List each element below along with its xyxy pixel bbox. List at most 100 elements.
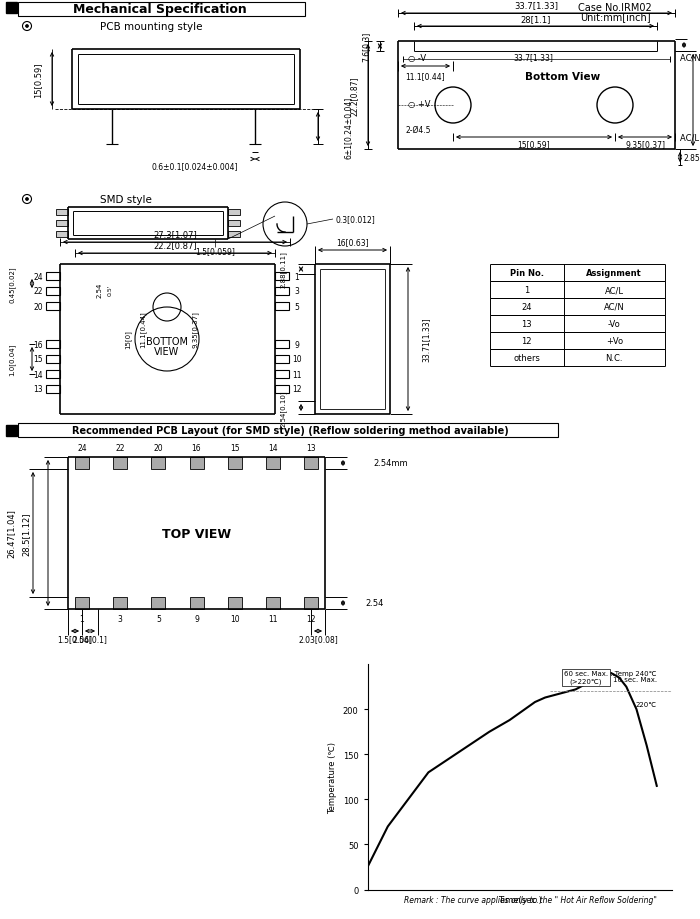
Text: 220℃: 220℃ [636, 701, 657, 707]
Circle shape [25, 26, 29, 28]
Text: 1.5[0.06]: 1.5[0.06] [57, 635, 92, 644]
Text: Remark : The curve applies only to the " Hot Air Reflow Soldering": Remark : The curve applies only to the "… [404, 895, 657, 904]
Bar [228, 232, 240, 238]
Text: 12: 12 [293, 385, 302, 394]
Text: AC/N ○: AC/N ○ [680, 53, 700, 62]
Bar [275, 386, 289, 393]
Text: Pin No.: Pin No. [510, 268, 544, 278]
Text: 16[0.63]: 16[0.63] [336, 238, 369, 247]
Text: 33.7[1.33]: 33.7[1.33] [513, 53, 553, 62]
Text: Mechanical Specification: Mechanical Specification [73, 3, 247, 16]
Text: 10 sec. Max.: 10 sec. Max. [612, 676, 657, 682]
Bar [275, 288, 289, 296]
Bar [18, 424, 558, 437]
Text: 12: 12 [307, 614, 316, 623]
Text: 15[0]: 15[0] [125, 330, 132, 349]
Text: TOP VIEW: TOP VIEW [162, 527, 231, 539]
Bar [228, 221, 240, 227]
Text: 0.5': 0.5' [108, 284, 113, 296]
Text: 11.1[0.44]: 11.1[0.44] [406, 73, 445, 82]
Text: -Vo: -Vo [608, 320, 621, 329]
Bar [113, 597, 127, 609]
Text: 9.35[0.37]: 9.35[0.37] [192, 312, 198, 348]
Text: +Vo: +Vo [606, 336, 623, 346]
Text: 26.47[1.04]: 26.47[1.04] [6, 509, 15, 558]
Text: 6±1[0.24±0.04]: 6±1[0.24±0.04] [344, 96, 353, 158]
Text: 3: 3 [295, 287, 300, 296]
Text: 2.54[0.10]: 2.54[0.10] [279, 390, 286, 426]
Text: 2.85[0.11]: 2.85[0.11] [683, 153, 700, 163]
Text: 1.0[0.04]: 1.0[0.04] [8, 344, 15, 376]
Text: 15[0.59]: 15[0.59] [34, 62, 43, 97]
Bar [18, 3, 305, 17]
Text: 10: 10 [292, 355, 302, 364]
Text: Case No.IRM02: Case No.IRM02 [578, 3, 652, 13]
Bar [151, 597, 165, 609]
Bar [46, 341, 60, 348]
Text: Recommended PCB Layout (for SMD style) (Reflow soldering method available): Recommended PCB Layout (for SMD style) (… [71, 425, 508, 436]
Text: 0.45[0.02]: 0.45[0.02] [8, 266, 15, 302]
Text: 33.71[1.33]: 33.71[1.33] [421, 317, 430, 362]
Text: 1: 1 [295, 272, 300, 281]
Text: VIEW: VIEW [155, 346, 180, 357]
Text: 7.6[0.3]: 7.6[0.3] [361, 32, 370, 62]
Text: AC/L: AC/L [605, 286, 624, 295]
Bar [228, 458, 241, 470]
X-axis label: Time(sec.): Time(sec.) [498, 895, 542, 904]
Text: 9: 9 [194, 614, 199, 623]
Bar [275, 341, 289, 348]
Circle shape [25, 199, 29, 201]
Text: 16: 16 [192, 444, 202, 453]
Text: 24: 24 [522, 302, 532, 312]
Bar [228, 210, 240, 216]
Text: PCB mounting style: PCB mounting style [100, 22, 202, 32]
Bar [190, 597, 204, 609]
Bar [56, 210, 68, 216]
Bar [190, 458, 204, 470]
Text: 0.3[0.012]: 0.3[0.012] [335, 215, 375, 224]
Text: 2.54: 2.54 [97, 282, 103, 298]
Text: 2-Ø4.5: 2-Ø4.5 [406, 125, 431, 134]
Bar [275, 356, 289, 364]
Text: 13: 13 [522, 320, 532, 329]
Bar [46, 273, 60, 280]
Bar [75, 597, 89, 609]
Bar [56, 221, 68, 227]
Bar [275, 302, 289, 311]
Bar [46, 386, 60, 393]
Text: Assignment: Assignment [587, 268, 642, 278]
Bar [151, 458, 165, 470]
Text: 11: 11 [268, 614, 278, 623]
Text: 60 sec. Max.
(>220℃): 60 sec. Max. (>220℃) [564, 671, 608, 684]
Text: Peak.Temp 240℃: Peak.Temp 240℃ [596, 670, 657, 675]
Bar [46, 356, 60, 364]
Text: 15: 15 [230, 444, 239, 453]
Text: BOTTOM: BOTTOM [146, 336, 188, 346]
Text: 2.54mm: 2.54mm [373, 459, 407, 468]
Text: N.C.: N.C. [606, 354, 623, 363]
Text: 2.88[0.11]: 2.88[0.11] [279, 251, 286, 289]
Text: 3: 3 [118, 614, 122, 623]
Bar [304, 597, 318, 609]
Text: others: others [513, 354, 540, 363]
Text: 13: 13 [33, 385, 43, 394]
Text: 22.2[0.87]: 22.2[0.87] [349, 76, 358, 116]
Bar [275, 273, 289, 280]
Text: 14: 14 [33, 370, 43, 379]
Text: 33.7[1.33]: 33.7[1.33] [514, 2, 559, 10]
Text: AC/L ○: AC/L ○ [680, 133, 700, 142]
Y-axis label: Temperature (℃): Temperature (℃) [328, 741, 337, 813]
Bar [75, 458, 89, 470]
Bar [46, 302, 60, 311]
Text: 12: 12 [522, 336, 532, 346]
Text: 1.5[0.059]: 1.5[0.059] [195, 247, 235, 256]
Text: 16: 16 [33, 340, 43, 349]
Text: 14: 14 [268, 444, 278, 453]
Text: 24: 24 [77, 444, 87, 453]
Bar [275, 370, 289, 379]
Text: 0.6±0.1[0.024±0.004]: 0.6±0.1[0.024±0.004] [152, 163, 238, 171]
Text: ○ -V: ○ -V [408, 53, 426, 62]
Bar [46, 288, 60, 296]
Text: 22.2[0.87]: 22.2[0.87] [153, 241, 197, 250]
Text: 10: 10 [230, 614, 239, 623]
